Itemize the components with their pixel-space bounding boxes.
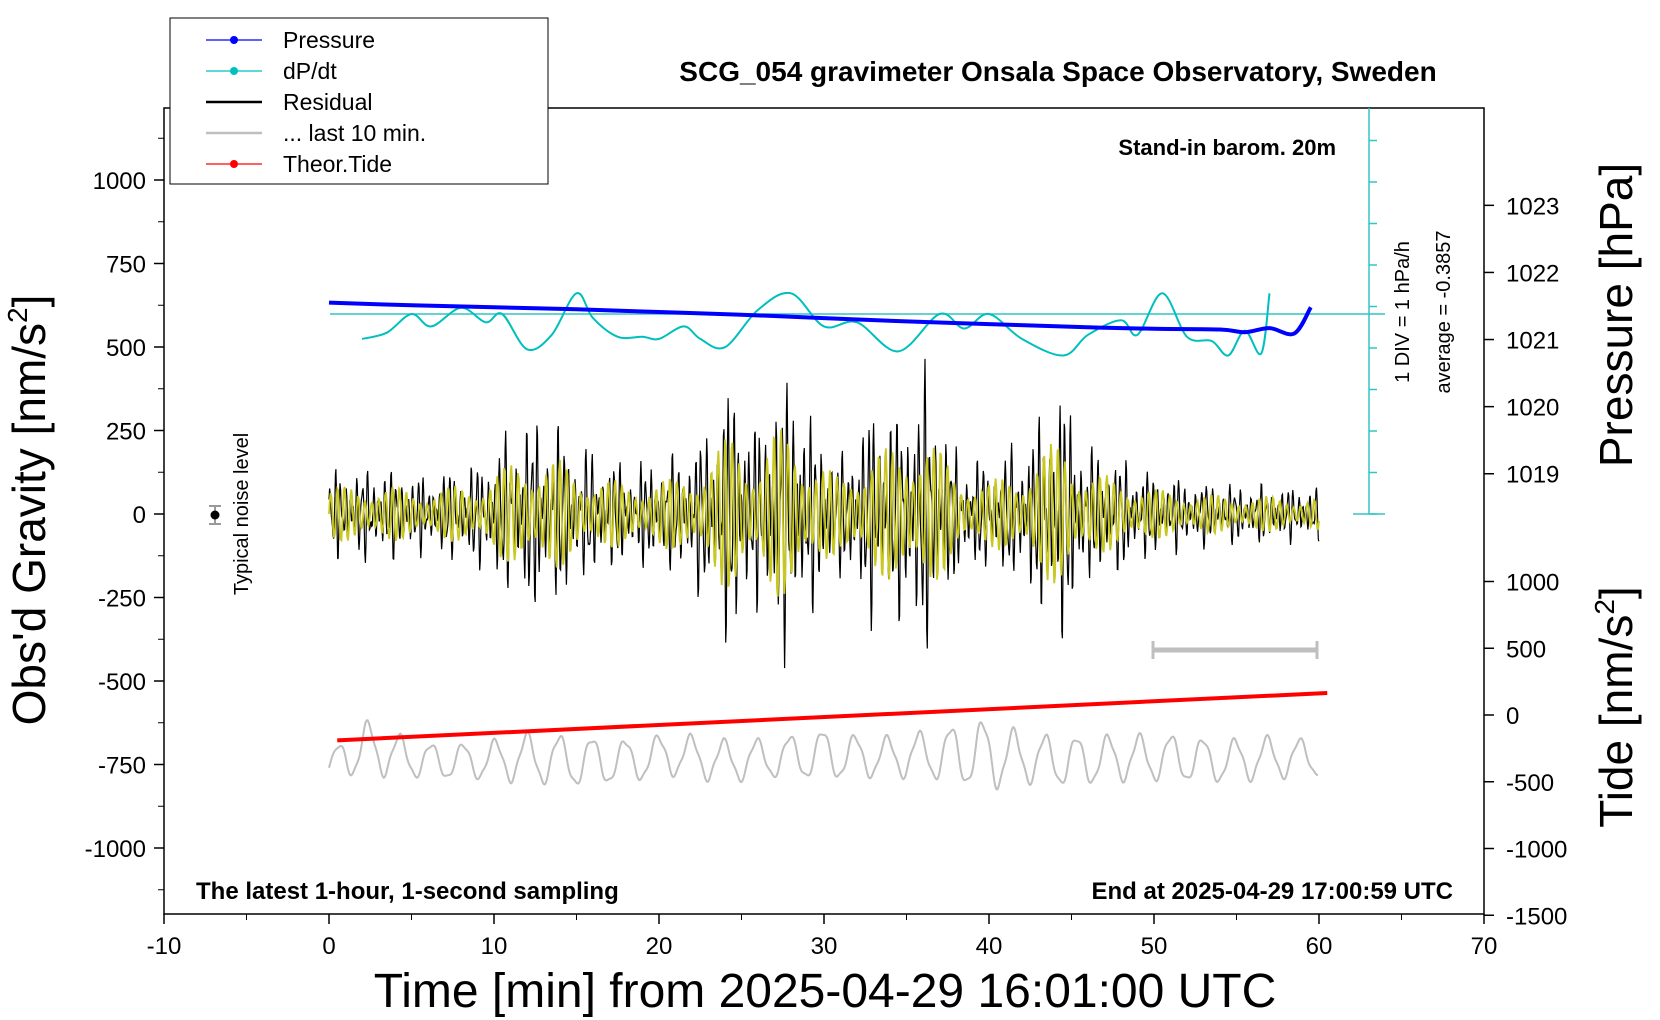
pressure-tick-label: 1021 (1506, 328, 1559, 355)
x-tick-label: 50 (1141, 933, 1168, 960)
y-tick-label: -1000 (85, 836, 146, 863)
legend-label: Pressure (283, 27, 375, 53)
series-residual-filtered (328, 429, 1320, 597)
pressure-tick-label: 1022 (1506, 260, 1559, 287)
legend-label: ... last 10 min. (283, 120, 426, 146)
y-axis-label-tide: Tide [nm/s2] (1589, 586, 1642, 827)
last-10-min-bar (1151, 641, 1319, 659)
pressure-tick-label: 1019 (1506, 462, 1559, 489)
legend-marker (230, 36, 238, 44)
noise-level-indicator (209, 505, 221, 525)
x-tick-label: 70 (1471, 933, 1498, 960)
y-tick-label: 0 (133, 502, 146, 529)
x-tick-label: 30 (811, 933, 838, 960)
legend-marker (230, 67, 238, 75)
x-tick-label: 60 (1306, 933, 1333, 960)
dpdt-scale-annotation: 1 DIV = 1 hPa/h (1392, 241, 1414, 383)
noise-level-label: Typical noise level (231, 433, 253, 595)
chart-title: SCG_054 gravimeter Onsala Space Observat… (679, 56, 1436, 87)
y-tick-label: -250 (98, 586, 146, 613)
legend-label: Residual (283, 89, 373, 115)
tide-tick-label: -1500 (1506, 903, 1567, 930)
y-tick-label: 250 (106, 419, 146, 446)
x-tick-label: 40 (976, 933, 1003, 960)
y-tick-label: -750 (98, 753, 146, 780)
y-tick-label: 750 (106, 252, 146, 279)
pressure-tick-label: 1020 (1506, 395, 1559, 422)
series-dpdt (361, 291, 1271, 357)
x-axis-label: Time [min] from 2025-04-29 16:01:00 UTC (374, 965, 1277, 1018)
tide-tick-label: -1000 (1506, 837, 1567, 864)
x-tick-label: 10 (481, 933, 508, 960)
barometer-annotation: Stand-in barom. 20m (1118, 135, 1336, 160)
dpdt-average-annotation: average = -0.3857 (1433, 231, 1455, 394)
end-time-annotation: End at 2025-04-29 17:00:59 UTC (1092, 878, 1454, 905)
tide-tick-label: -500 (1506, 770, 1554, 797)
series-pressure (328, 300, 1313, 337)
tide-tick-label: 1000 (1506, 570, 1559, 597)
tide-tick-label: 0 (1506, 703, 1519, 730)
x-tick-label: -10 (147, 933, 182, 960)
series-residual (328, 358, 1320, 669)
y-axis-label-pressure: Pressure [hPa] (1590, 163, 1642, 467)
y-tick-label: 500 (106, 335, 146, 362)
x-tick-label: 0 (322, 933, 335, 960)
legend-label: Theor.Tide (283, 151, 392, 177)
series-last-10-min (328, 719, 1319, 791)
y-axis-label-gravity: Obs'd Gravity [nm/s2] (2, 295, 55, 726)
pressure-tick-label: 1023 (1506, 193, 1559, 220)
x-tick-label: 20 (646, 933, 673, 960)
legend: Pressure dP/dt Residual ... last 10 min. The… (169, 17, 549, 185)
legend-label: dP/dt (283, 58, 337, 84)
y-tick-label: 1000 (93, 168, 146, 195)
tide-tick-label: 500 (1506, 636, 1546, 663)
y-tick-label: -500 (98, 669, 146, 696)
sampling-annotation: The latest 1-hour, 1-second sampling (196, 878, 619, 905)
series-theoretical-tide (337, 690, 1328, 743)
legend-marker (230, 160, 238, 168)
